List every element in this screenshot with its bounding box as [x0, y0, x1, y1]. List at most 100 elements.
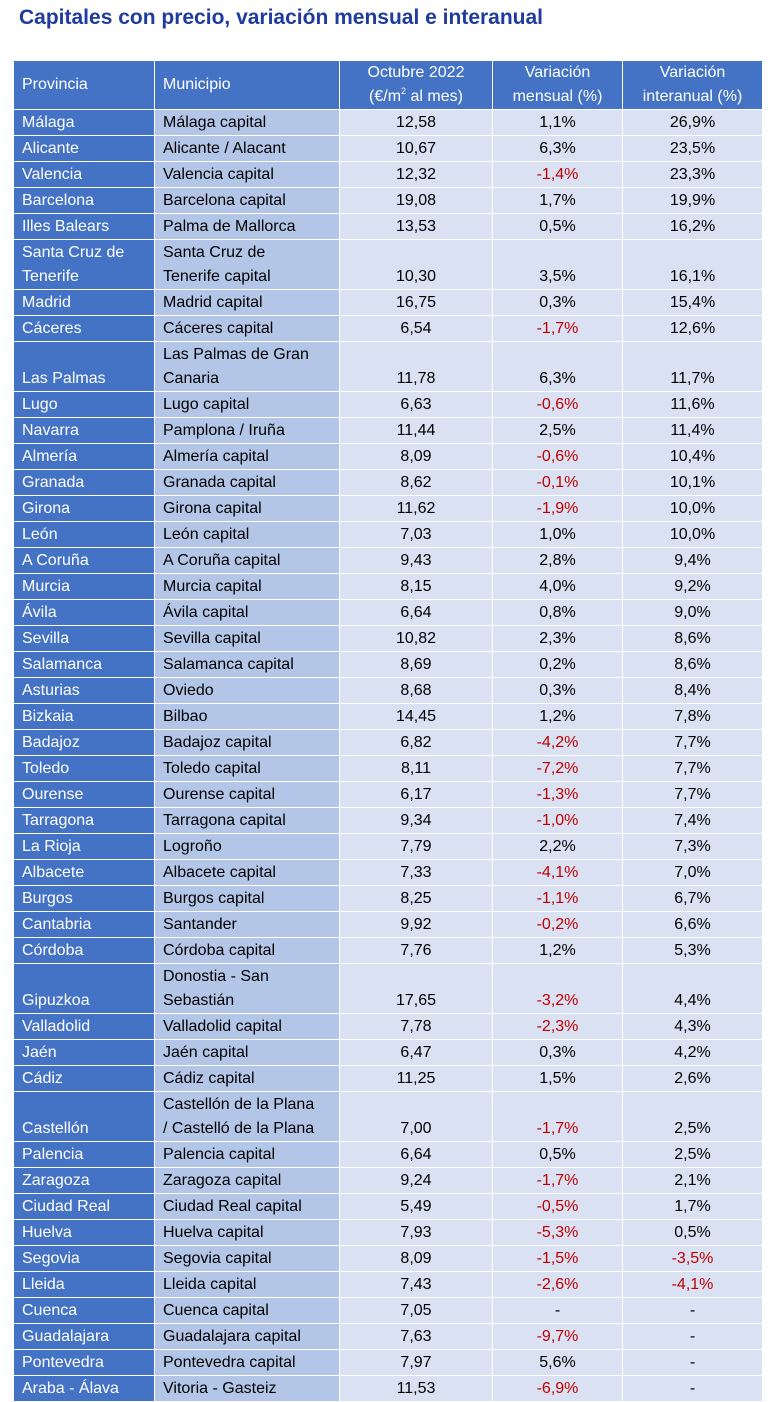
provincia-cell: Albacete	[13, 859, 155, 886]
table-row: Cáceres Cáceres capital 6,54 -1,7% 12,6%	[13, 315, 763, 342]
provincia-cell-line: León	[22, 526, 58, 543]
interanual-cell: 6,7%	[622, 885, 763, 912]
interanual-cell: 7,7%	[622, 781, 763, 808]
municipio-cell-line: Ourense capital	[163, 786, 276, 803]
interanual-cell: 26,9%	[622, 109, 763, 136]
mensual-cell: 1,5%	[492, 1065, 623, 1092]
page-title: Capitales con precio, variación mensual …	[19, 6, 544, 29]
table-row: Madrid Madrid capital 16,75 0,3% 15,4%	[13, 289, 763, 316]
precio-cell: 8,69	[339, 651, 493, 678]
table-row: Huelva Huelva capital 7,93 -5,3% 0,5%	[13, 1219, 763, 1246]
precio-cell: 7,93	[339, 1219, 493, 1246]
provincia-cell: Castellón	[13, 1091, 155, 1142]
municipio-cell-line: Canaria	[163, 370, 220, 387]
municipio-cell-line: Lugo capital	[163, 396, 250, 413]
provincia-cell-line: Illes Balears	[22, 218, 110, 235]
mensual-cell: -4,1%	[492, 859, 623, 886]
municipio-cell-line: Tenerife capital	[163, 268, 271, 285]
mensual-cell: 2,5%	[492, 417, 623, 444]
precio-cell: 7,00	[339, 1091, 493, 1142]
precio-cell: 8,11	[339, 755, 493, 782]
mensual-cell: 0,3%	[492, 677, 623, 704]
municipio-cell: Burgos capital	[154, 885, 340, 912]
table-row: Ciudad Real Ciudad Real capital 5,49 -0,5% 1…	[13, 1193, 763, 1220]
municipio-cell: León capital	[154, 521, 340, 548]
table-row: Badajoz Badajoz capital 6,82 -4,2% 7,7%	[13, 729, 763, 756]
table-body: Málaga Málaga capital 12,58 1,1% 26,9% Alican…	[13, 109, 763, 1402]
municipio-cell: Murcia capital	[154, 573, 340, 600]
table-row: Lleida Lleida capital 7,43 -2,6% -4,1%	[13, 1271, 763, 1298]
precio-cell: 11,44	[339, 417, 493, 444]
precio-cell: 9,43	[339, 547, 493, 574]
precio-cell: 8,68	[339, 677, 493, 704]
municipio-cell: Logroño	[154, 833, 340, 860]
precio-cell: 7,63	[339, 1323, 493, 1350]
header-interanual-line2: interanual (%)	[642, 88, 743, 105]
municipio-cell: Almería capital	[154, 443, 340, 470]
provincia-cell-line: Ourense	[22, 786, 84, 803]
provincia-cell: Tarragona	[13, 807, 155, 834]
municipio-cell-line: Albacete capital	[163, 864, 276, 881]
precio-cell: 6,82	[339, 729, 493, 756]
provincia-cell-line: Ávila	[22, 604, 57, 621]
precio-cell: 9,34	[339, 807, 493, 834]
municipio-cell-line: Santander	[163, 916, 237, 933]
table-row: Bizkaia Bilbao 14,45 1,2% 7,8%	[13, 703, 763, 730]
provincia-cell-line: Toledo	[22, 760, 70, 777]
provincia-cell: Toledo	[13, 755, 155, 782]
table-row: A Coruña A Coruña capital 9,43 2,8% 9,4%	[13, 547, 763, 574]
provincia-cell: Sevilla	[13, 625, 155, 652]
mensual-cell: -1,7%	[492, 1091, 623, 1142]
provincia-cell-line: Granada	[22, 474, 85, 491]
precio-cell: 7,78	[339, 1013, 493, 1040]
precio-cell: 10,67	[339, 135, 493, 162]
table-row: Ourense Ourense capital 6,17 -1,3% 7,7%	[13, 781, 763, 808]
municipio-cell-line: Huelva capital	[163, 1224, 264, 1241]
municipio-cell: Córdoba capital	[154, 937, 340, 964]
mensual-cell: -0,6%	[492, 443, 623, 470]
provincia-cell: Madrid	[13, 289, 155, 316]
table-row: Guadalajara Guadalajara capital 7,63 -9,7% -	[13, 1323, 763, 1350]
interanual-cell: 4,4%	[622, 963, 763, 1014]
provincia-cell: Badajoz	[13, 729, 155, 756]
provincia-cell: Córdoba	[13, 937, 155, 964]
interanual-cell: 16,1%	[622, 239, 763, 290]
mensual-cell: -4,2%	[492, 729, 623, 756]
provincia-cell-line: Bizkaia	[22, 708, 74, 725]
municipio-cell-line: Bilbao	[163, 708, 208, 725]
precio-cell: 6,17	[339, 781, 493, 808]
header-mensual-line1: Variación	[524, 64, 591, 81]
mensual-cell: 0,8%	[492, 599, 623, 626]
mensual-cell: -1,7%	[492, 1167, 623, 1194]
provincia-cell-line: Córdoba	[22, 942, 84, 959]
mensual-cell: 0,5%	[492, 1141, 623, 1168]
interanual-cell: -	[622, 1375, 763, 1402]
mensual-cell: -0,5%	[492, 1193, 623, 1220]
precio-cell: 17,65	[339, 963, 493, 1014]
interanual-cell: 7,7%	[622, 729, 763, 756]
provincia-cell-line: Cádiz	[22, 1070, 63, 1087]
interanual-cell: -4,1%	[622, 1271, 763, 1298]
interanual-cell: 12,6%	[622, 315, 763, 342]
provincia-cell-line: Las Palmas	[22, 370, 106, 387]
municipio-cell-line: Donostia - San	[163, 968, 269, 985]
municipio-cell-line: Lleida capital	[163, 1276, 257, 1293]
table-row: Castellón Castellón de la Plana / Castelló…	[13, 1091, 763, 1142]
interanual-cell: 7,4%	[622, 807, 763, 834]
provincia-cell-line: Araba - Álava	[22, 1380, 119, 1397]
municipio-cell: Lugo capital	[154, 391, 340, 418]
interanual-cell: 16,2%	[622, 213, 763, 240]
municipio-cell-line: / Castelló de la Plana	[163, 1120, 315, 1137]
municipio-cell: Alicante / Alacant	[154, 135, 340, 162]
header-precio-unit-post: al mes)	[406, 88, 463, 105]
header-precio: Octubre 2022 (€/m2 al mes)	[339, 60, 493, 110]
table-row: León León capital 7,03 1,0% 10,0%	[13, 521, 763, 548]
interanual-cell: 4,3%	[622, 1013, 763, 1040]
precio-cell: 8,62	[339, 469, 493, 496]
municipio-cell-line: Valladolid capital	[163, 1018, 282, 1035]
municipio-cell-line: Burgos capital	[163, 890, 265, 907]
provincia-cell-line: Ciudad Real	[22, 1198, 111, 1215]
provincia-cell-line: Palencia	[22, 1146, 84, 1163]
mensual-cell: 1,2%	[492, 703, 623, 730]
provincia-cell: Almería	[13, 443, 155, 470]
